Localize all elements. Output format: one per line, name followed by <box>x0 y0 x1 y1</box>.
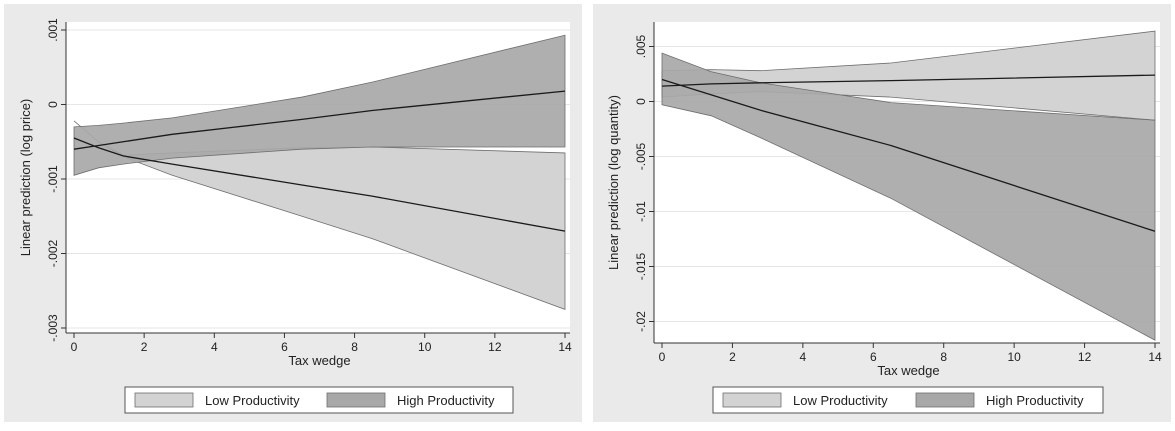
x-tick-label: 8 <box>940 350 947 364</box>
x-tick-label: 8 <box>351 340 358 354</box>
x-tick-label: 6 <box>870 350 877 364</box>
x-tick-label: 12 <box>1078 350 1092 364</box>
legend-swatch-low <box>134 392 194 408</box>
y-tick-label: -.02 <box>634 311 648 332</box>
fit-line-low <box>661 74 1156 87</box>
legend: Low Productivity High Productivity <box>712 386 1104 414</box>
y-axis-title: Linear prediction (log price) <box>18 99 33 257</box>
x-tick-label: 0 <box>659 350 666 364</box>
chart-panel-2: -.02 -.015 -.01 -.005 0 .005 0 2 4 6 8 10 12 14 Tax we… <box>593 4 1171 422</box>
y-tick-label: -.003 <box>46 314 60 342</box>
fit-line-high <box>661 78 1156 232</box>
y-tick-label: .005 <box>634 34 648 58</box>
legend-label-high: High Productivity <box>397 393 495 408</box>
confidence-band-high <box>73 34 566 176</box>
legend-label-low: Low Productivity <box>205 393 300 408</box>
x-tick-label: 12 <box>488 340 502 354</box>
x-tick-label: 4 <box>800 350 807 364</box>
legend-swatch-high <box>915 392 975 408</box>
x-tick-label: 10 <box>1007 350 1021 364</box>
x-tick-label: 10 <box>418 340 432 354</box>
y-tick-label: -.001 <box>46 165 60 193</box>
x-tick-label: 2 <box>729 350 736 364</box>
legend: Low Productivity High Productivity <box>124 386 514 414</box>
x-tick-label: 14 <box>558 340 572 354</box>
y-tick-label: -.015 <box>634 253 648 281</box>
y-tick-label: .001 <box>46 18 60 42</box>
y-axis-title: Linear prediction (log quantity) <box>606 95 621 270</box>
x-axis-title: Tax wedge <box>288 353 350 368</box>
x-tick-label: 0 <box>71 340 78 354</box>
legend-label-low: Low Productivity <box>793 393 888 408</box>
x-axis-title: Tax wedge <box>877 363 939 378</box>
x-tick-label: 4 <box>211 340 218 354</box>
y-tick-label: 0 <box>46 101 60 108</box>
y-tick-label: -.002 <box>46 240 60 268</box>
x-tick-label: 6 <box>281 340 288 354</box>
legend-label-high: High Productivity <box>986 393 1084 408</box>
chart-panel-1: -.003 -.002 -.001 0 .001 0 2 4 6 8 10 12 14 Tax wedge… <box>4 4 582 422</box>
fit-line-low <box>73 137 566 232</box>
fit-line-high <box>73 90 566 150</box>
x-tick-label: 2 <box>141 340 148 354</box>
confidence-band-high <box>661 52 1156 341</box>
legend-swatch-high <box>326 392 386 408</box>
legend-swatch-low <box>722 392 782 408</box>
y-tick-label: 0 <box>634 98 648 105</box>
x-tick-label: 14 <box>1148 350 1162 364</box>
y-tick-label: -.01 <box>634 201 648 222</box>
y-tick-label: -.005 <box>634 143 648 171</box>
